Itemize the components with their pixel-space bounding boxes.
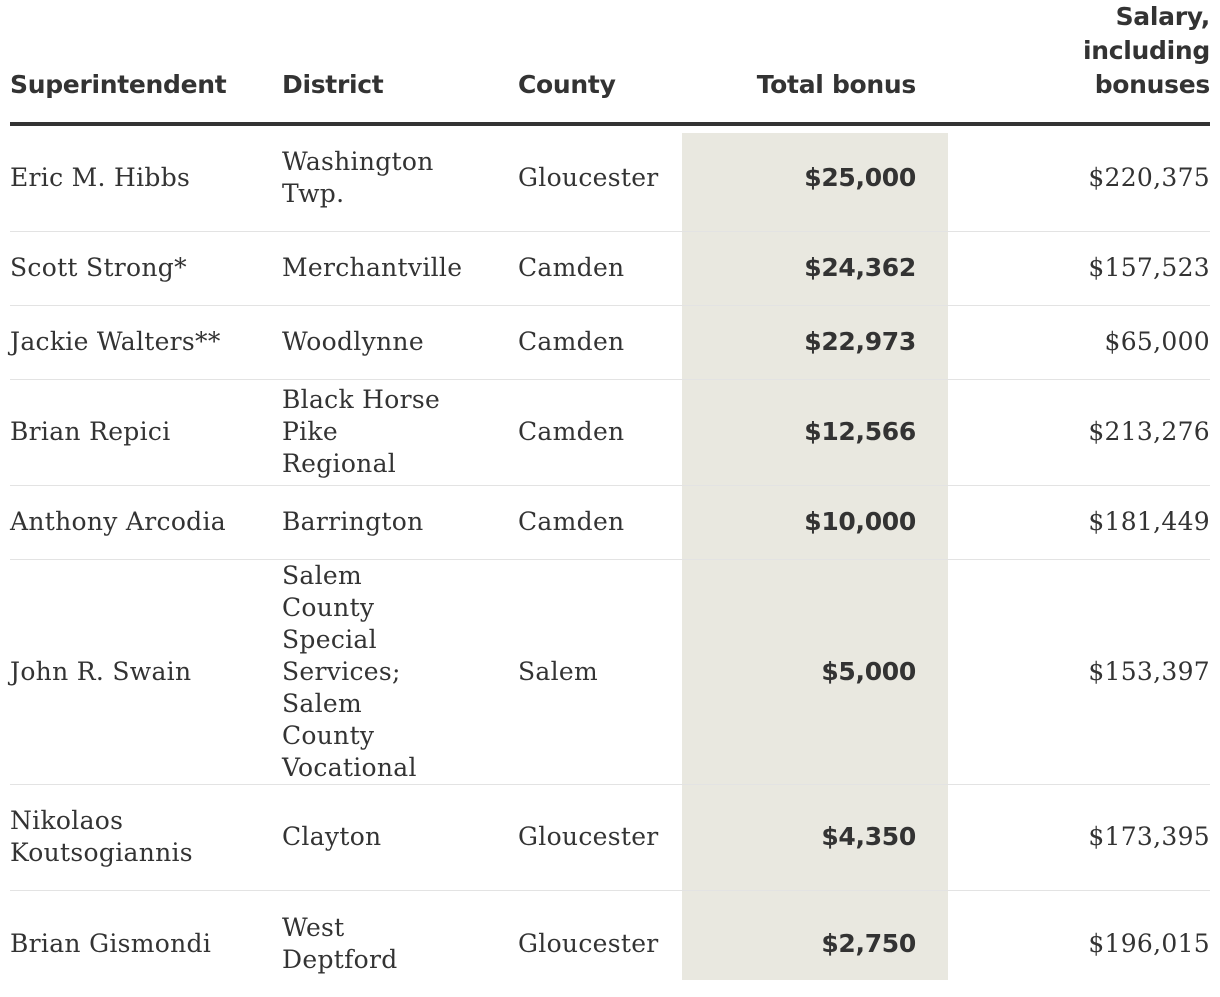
table-row: Scott Strong* Merchantville Camden $24,3…	[10, 231, 1210, 306]
cell-superintendent: Jackie Walters**	[10, 305, 282, 380]
column-header-county: County	[518, 0, 682, 126]
cell-county: Camden	[518, 485, 682, 560]
cell-total-bonus: $22,973	[682, 305, 948, 380]
cell-salary: $153,397	[948, 559, 1210, 785]
cell-county: Gloucester	[518, 784, 682, 891]
cell-superintendent: Brian Gismondi	[10, 928, 212, 958]
cell-total-bonus: $12,566	[682, 379, 948, 486]
cell-district: Clayton	[282, 784, 518, 891]
table-row: Eric M. Hibbs Washington Twp. Gloucester…	[10, 124, 1210, 232]
cell-superintendent: Eric M. Hibbs	[10, 124, 282, 232]
cell-county: Camden	[518, 379, 682, 486]
cell-salary: $196,015	[1088, 928, 1210, 958]
district-text: Washington Twp.	[282, 147, 434, 209]
cell-superintendent: John R. Swain	[10, 559, 282, 785]
table-row: Brian Repici Black Horse Pike Regional C…	[10, 379, 1210, 486]
table-row: Jackie Walters** Woodlynne Camden $22,97…	[10, 305, 1210, 380]
cell-superintendent: Nikolaos Koutsogiannis	[10, 784, 282, 891]
cell-salary: $157,523	[948, 231, 1210, 306]
table-row: Brian Gismondi West Deptford Gloucester …	[10, 890, 1210, 997]
cell-county: Salem	[518, 559, 682, 785]
cell-district: Black Horse Pike Regional	[282, 379, 518, 486]
cell-county: Camden	[518, 231, 682, 306]
cell-district: Merchantville	[282, 231, 518, 306]
superintendent-bonus-table-container: Superintendent District County Total bon…	[10, 0, 1210, 997]
column-header-total-bonus: Total bonus	[682, 0, 948, 126]
cell-superintendent: Anthony Arcodia	[10, 485, 282, 560]
cell-total-bonus: $2,750	[821, 928, 916, 958]
cell-total-bonus: $4,350	[682, 784, 948, 891]
column-header-superintendent: Superintendent	[10, 0, 282, 126]
table-header-row: Superintendent District County Total bon…	[10, 0, 1210, 126]
column-header-district: District	[282, 0, 518, 126]
cell-district: Woodlynne	[282, 305, 518, 380]
superintendent-bonus-table: Superintendent District County Total bon…	[10, 0, 1210, 997]
cell-salary: $220,375	[948, 124, 1210, 232]
cell-salary: $213,276	[948, 379, 1210, 486]
cell-salary: $181,449	[948, 485, 1210, 560]
cell-total-bonus: $25,000	[682, 124, 948, 232]
cell-superintendent: Brian Repici	[10, 379, 282, 486]
cell-superintendent: Scott Strong*	[10, 231, 282, 306]
cell-total-bonus: $10,000	[682, 485, 948, 560]
cell-county: Camden	[518, 305, 682, 380]
district-text: Black Horse Pike Regional	[282, 385, 441, 478]
cell-district: Barrington	[282, 485, 518, 560]
cell-district: West Deptford	[282, 890, 518, 997]
cell-total-bonus: $5,000	[682, 559, 948, 785]
cell-salary: $173,395	[948, 784, 1210, 891]
column-header-salary: Salary, including bonuses	[948, 0, 1210, 126]
cell-total-bonus: $24,362	[682, 231, 948, 306]
table-row: John R. Swain Salem County Special Servi…	[10, 559, 1210, 785]
table-row: Nikolaos Koutsogiannis Clayton Glouceste…	[10, 784, 1210, 891]
district-text: West Deptford	[282, 912, 398, 974]
cell-salary: $65,000	[948, 305, 1210, 380]
cell-county: Gloucester	[518, 124, 682, 232]
district-text: Salem County Special Services; Salem Cou…	[282, 560, 417, 782]
cell-district: Salem County Special Services; Salem Cou…	[282, 559, 518, 785]
cell-county: Gloucester	[518, 928, 659, 958]
superintendent-text: Nikolaos Koutsogiannis	[10, 806, 193, 867]
table-row: Anthony Arcodia Barrington Camden $10,00…	[10, 485, 1210, 560]
cell-district: Washington Twp.	[282, 124, 518, 232]
